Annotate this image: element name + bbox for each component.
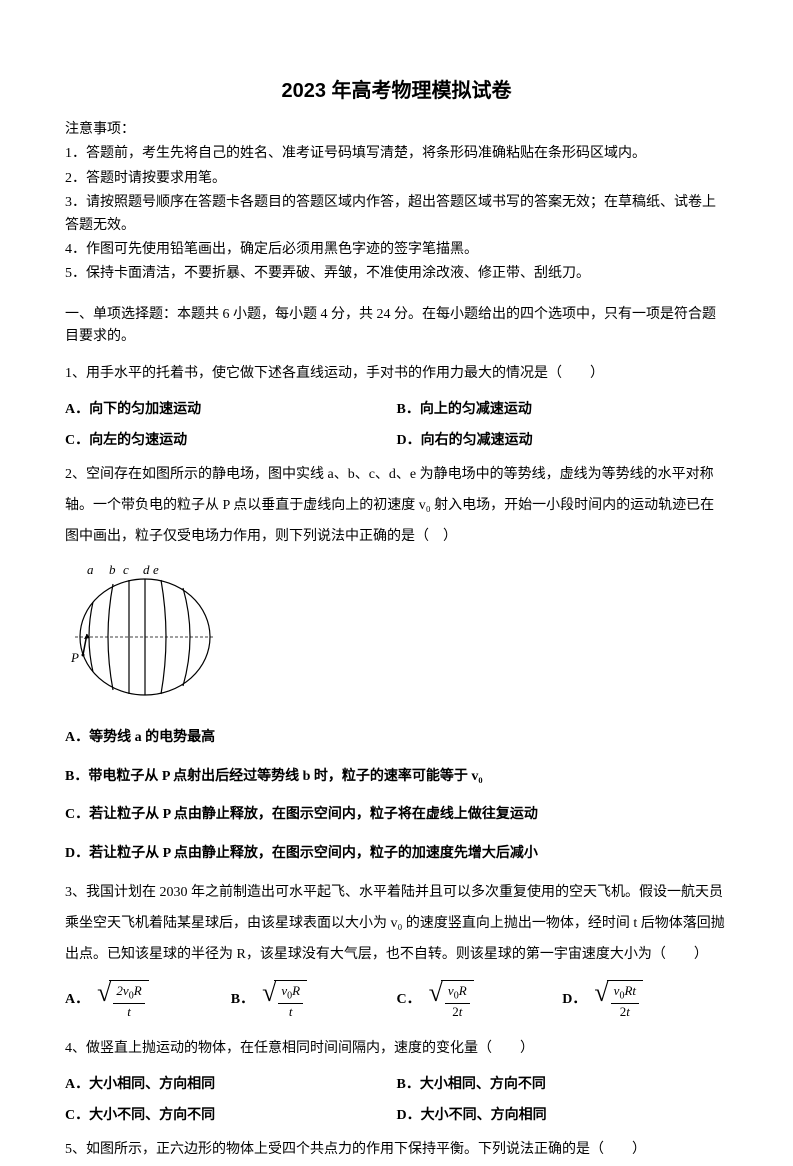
question-5-text: 5、如图所示，正六边形的物体上受四个共点力的作用下保持平衡。下列说法正确的是（ … (65, 1135, 728, 1166)
q3-a-numerator: 2v0R (113, 983, 144, 1004)
q4-option-a: A．大小相同、方向相同 (65, 1074, 397, 1096)
q3-d-numerator: v0Rt (611, 983, 639, 1004)
diagram-label-b: b (109, 562, 116, 577)
q3-a-denominator: t (124, 1004, 134, 1020)
q3-c-numerator: v0R (445, 983, 470, 1004)
question-2-text: 2、空间存在如图所示的静电场，图中实线 a、b、c、d、e 为静电场中的等势线，… (65, 460, 728, 552)
q3-opt-d-label: D． (562, 989, 586, 1011)
q1-option-b: B．向上的匀减速运动 (397, 399, 729, 421)
diagram-label-p: P (70, 650, 79, 665)
question-1-text: 1、用手水平的托着书，使它做下述各直线运动，手对书的作用力最大的情况是（ ） (65, 359, 728, 390)
notice-item-2: 2．答题时请按要求用笔。 (65, 168, 728, 190)
q3-opt-a-label: A． (65, 989, 89, 1011)
q2-option-c: C．若让粒子从 P 点由静止释放，在图示空间内，粒子将在虚线上做往复运动 (65, 800, 728, 831)
q2-option-a: A．等势线 a 的电势最高 (65, 723, 728, 754)
diagram-label-a: a (87, 562, 94, 577)
diagram-label-d: d (143, 562, 150, 577)
notice-item-3: 3．请按照题号顺序在答题卡各题目的答题区域内作答，超出答题区域书写的答案无效；在… (65, 192, 728, 237)
q3-option-d: D． √ v0Rt 2t (562, 980, 728, 1019)
question-3-text: 3、我国计划在 2030 年之前制造出可水平起飞、水平着陆并且可以多次重复使用的… (65, 878, 728, 970)
q2-diagram: a b c d e P (65, 562, 728, 710)
q3-option-c: C． √ v0R 2t (397, 980, 563, 1019)
q3-opt-b-label: B． (231, 989, 254, 1011)
q4-option-c: C．大小不同、方向不同 (65, 1105, 397, 1127)
notice-item-4: 4．作图可先使用铅笔画出，确定后必须用黑色字迹的签字笔描黑。 (65, 239, 728, 261)
q3-opt-c-label: C． (397, 989, 421, 1011)
q1-option-a: A．向下的匀加速运动 (65, 399, 397, 421)
q3-options: A． √ 2v0R t B． √ v0R t C． √ (65, 980, 728, 1019)
exam-title: 2023 年高考物理模拟试卷 (65, 75, 728, 107)
section-1-header: 一、单项选择题：本题共 6 小题，每小题 4 分，共 24 分。在每小题给出的四… (65, 304, 728, 349)
notice-item-1: 1．答题前，考生先将自己的姓名、准考证号码填写清楚，将条形码准确粘贴在条形码区域… (65, 143, 728, 165)
q3-b-denominator: t (286, 1004, 296, 1020)
q4-option-b: B．大小相同、方向不同 (397, 1074, 729, 1096)
q3-option-b: B． √ v0R t (231, 980, 397, 1019)
q2-option-b: B．带电粒子从 P 点射出后经过等势线 b 时，粒子的速率可能等于 v₀ (65, 762, 728, 793)
q1-option-c: C．向左的匀速运动 (65, 430, 397, 452)
q3-option-a: A． √ 2v0R t (65, 980, 231, 1019)
q4-option-d: D．大小不同、方向相同 (397, 1105, 729, 1127)
notice-item-5: 5．保持卡面清洁，不要折暴、不要弄破、弄皱，不准使用涂改液、修正带、刮纸刀。 (65, 263, 728, 285)
notice-header: 注意事项： (65, 119, 728, 141)
q3-d-denominator: 2t (617, 1004, 633, 1020)
q3-c-denominator: 2t (449, 1004, 465, 1020)
q2-option-d: D．若让粒子从 P 点由静止释放，在图示空间内，粒子的加速度先增大后减小 (65, 839, 728, 870)
q1-option-d: D．向右的匀减速运动 (397, 430, 729, 452)
question-4-text: 4、做竖直上抛运动的物体，在任意相同时间间隔内，速度的变化量（ ） (65, 1034, 728, 1065)
diagram-label-e: e (153, 562, 159, 577)
q3-b-numerator: v0R (278, 983, 303, 1004)
diagram-label-c: c (123, 562, 129, 577)
